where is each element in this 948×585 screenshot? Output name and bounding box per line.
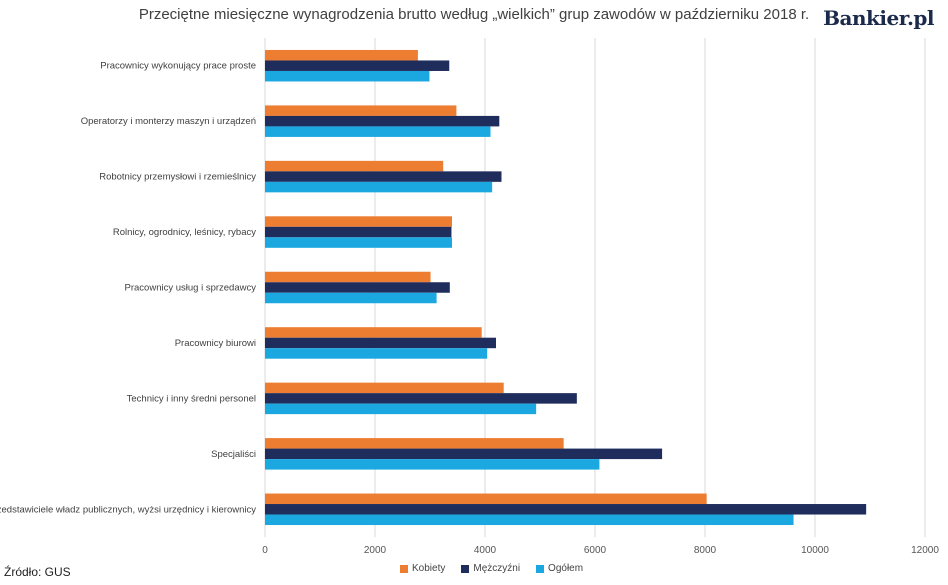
category-label: Pracownicy usług i sprzedawcy bbox=[125, 283, 257, 294]
category-label: Pracownicy biurowi bbox=[175, 338, 256, 349]
bar-ogolem bbox=[265, 459, 600, 470]
bar-mezczyzni bbox=[265, 282, 450, 293]
x-tick-label: 8000 bbox=[694, 545, 717, 556]
chart-title: Przeciętne miesięczne wynagrodzenia brut… bbox=[138, 6, 810, 23]
x-tick-label: 2000 bbox=[364, 545, 387, 556]
category-label: Rolnicy, ogrodnicy, leśnicy, rybacy bbox=[113, 227, 256, 238]
bar-ogolem bbox=[265, 126, 491, 137]
bar-kobiety bbox=[265, 216, 452, 227]
legend-item-ogolem: Ogółem bbox=[536, 563, 583, 574]
x-tick-label: 0 bbox=[262, 545, 268, 556]
legend-item-kobiety: Kobiety bbox=[400, 563, 445, 574]
bar-mezczyzni bbox=[265, 393, 577, 404]
category-label: Specjaliści bbox=[211, 449, 256, 460]
x-tick-label: 10000 bbox=[801, 545, 829, 556]
legend-label-ogolem: Ogółem bbox=[548, 563, 584, 574]
legend-swatch-mezczyzni bbox=[461, 564, 470, 573]
bar-ogolem bbox=[265, 348, 488, 359]
x-tick-label: 6000 bbox=[584, 545, 607, 556]
bar-mezczyzni bbox=[265, 171, 502, 182]
bar-kobiety bbox=[265, 49, 418, 61]
category-label: Technicy i inny średni personel bbox=[127, 393, 256, 404]
bar-kobiety bbox=[265, 327, 482, 338]
legend-item-mezczyzni: Mężczyźni bbox=[461, 563, 520, 574]
x-tick-label: 12000 bbox=[911, 545, 939, 556]
bar-ogolem bbox=[265, 237, 452, 248]
bar-kobiety bbox=[265, 382, 504, 394]
bar-ogolem bbox=[265, 403, 537, 415]
bar-mezczyzni bbox=[265, 226, 452, 238]
bar-kobiety bbox=[265, 105, 457, 116]
bar-kobiety bbox=[265, 271, 431, 283]
bar-mezczyzni bbox=[265, 60, 450, 71]
category-label: Robotnicy przemysłowi i rzemieślnicy bbox=[99, 172, 256, 183]
source-note: Źródło: GUS bbox=[4, 565, 71, 579]
legend: Kobiety Mężczyźni Ogółem bbox=[400, 563, 583, 574]
bar-kobiety bbox=[265, 160, 444, 172]
legend-label-mezczyzni: Mężczyźni bbox=[473, 563, 521, 574]
brand-logo: Bankier.pl bbox=[823, 6, 934, 30]
bar-mezczyzni bbox=[265, 504, 867, 515]
bar-kobiety bbox=[265, 493, 707, 505]
x-tick-label: 4000 bbox=[474, 545, 497, 556]
category-label: Przedstawiciele władz publicznych, wyżsi… bbox=[0, 504, 256, 515]
legend-swatch-kobiety bbox=[400, 564, 408, 573]
bar-mezczyzni bbox=[265, 337, 496, 349]
bar-ogolem bbox=[265, 514, 794, 526]
legend-label-kobiety: Kobiety bbox=[412, 563, 446, 574]
bar-ogolem bbox=[265, 292, 437, 304]
bar-ogolem bbox=[265, 181, 493, 193]
bar-mezczyzni bbox=[265, 448, 663, 460]
bar-mezczyzni bbox=[265, 115, 500, 127]
legend-swatch-ogolem bbox=[536, 564, 545, 573]
bar-chart: 0 2000 4000 6000 8000 10000 12000 Pracownicy wy… bbox=[0, 38, 939, 556]
category-label: Pracownicy wykonujący prace proste bbox=[100, 61, 256, 72]
bar-kobiety bbox=[265, 438, 564, 449]
bar-ogolem bbox=[265, 70, 430, 82]
category-label: Operatorzy i monterzy maszyn i urządzeń bbox=[81, 116, 256, 127]
